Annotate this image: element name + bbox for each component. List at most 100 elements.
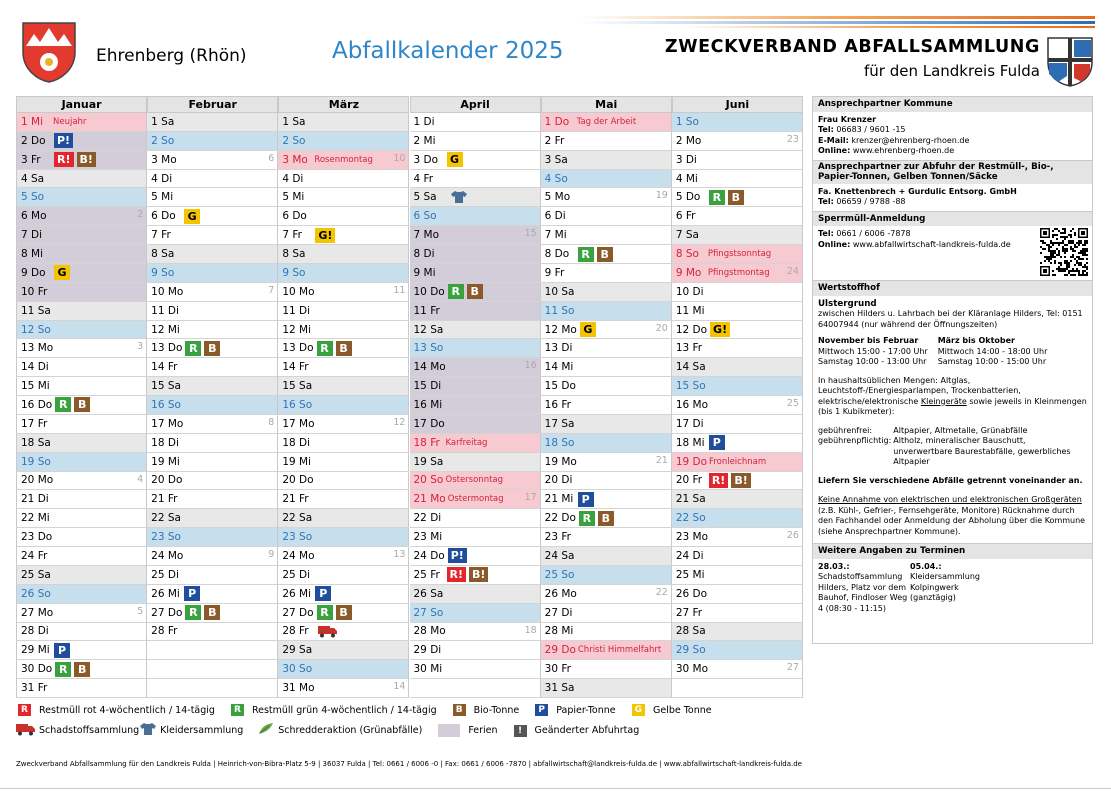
day-label: 9 Fr	[544, 266, 565, 279]
day-cell: 28 Fr	[147, 622, 279, 642]
day-label: 22 Do	[544, 512, 576, 525]
holiday-note: Rosenmontag	[314, 154, 373, 165]
day-label: 1 Di	[413, 115, 435, 128]
badge: R!	[54, 152, 74, 168]
holiday-note: Ostermontag	[447, 494, 504, 505]
day-label: 26 Mi	[282, 587, 312, 600]
badge: R	[316, 340, 333, 356]
day-cell: 3 Di	[671, 150, 803, 170]
day-label: 20 Do	[282, 474, 314, 487]
day-cell: 6 Fr	[671, 207, 803, 227]
day-cell: 2 Mi	[409, 131, 541, 151]
legend-badge: R	[18, 704, 31, 716]
legend-item: Ferien	[436, 722, 498, 739]
day-label: 26 Sa	[413, 587, 444, 600]
badge: B	[74, 661, 91, 677]
day-cell: 9 So	[278, 263, 410, 283]
day-label: 5 Mo	[544, 191, 571, 204]
day-label: 23 Do	[21, 531, 53, 544]
day-label: 5 So	[21, 191, 45, 204]
fees-row: gebührenfrei: Altpapier, Altmetalle, Grün…	[818, 426, 1087, 437]
day-label: 13 Mo	[21, 342, 54, 355]
holiday-note: Pfingstmontag	[707, 267, 770, 278]
day-label: 16 So	[282, 398, 313, 411]
day-cell: 7 Fr	[147, 226, 279, 246]
day-cell	[147, 641, 279, 661]
day-label: 6 Do	[151, 210, 176, 223]
day-label: 8 Di	[413, 248, 435, 261]
day-cell: 10 Di	[671, 282, 803, 302]
day-cell: 15 Sa	[278, 377, 410, 397]
week-number: 26	[786, 530, 799, 542]
day-cell: 22 Di	[409, 509, 541, 529]
day-label: 2 So	[151, 134, 175, 147]
day-label: 31 Mo	[282, 682, 315, 695]
day-cell: 14 Fr	[147, 358, 279, 378]
badge: R	[708, 189, 725, 205]
day-label: 30 Mo	[675, 663, 709, 676]
week-number: 23	[786, 133, 799, 145]
day-cell: 4 Fr	[409, 169, 541, 189]
day-cell: 17 Fr	[16, 414, 148, 434]
day-cell: 18 Fr Karfreitag	[409, 433, 541, 453]
day-label: 19 Mi	[151, 455, 180, 468]
day-label: 4 Di	[282, 172, 304, 185]
section-heading: Weitere Angaben zu Terminen	[813, 543, 1092, 559]
day-label: 16 Fr	[544, 398, 571, 411]
day-cell: 21 Mo Ostermontag 17	[409, 490, 541, 510]
week-number: 3	[137, 341, 144, 353]
day-label: 1 Sa	[282, 115, 306, 128]
day-cell	[147, 660, 279, 680]
day-label: 29 Mi	[21, 644, 50, 657]
week-number: 27	[786, 662, 799, 674]
day-label: 21 Fr	[151, 493, 178, 506]
day-label: 26 Mi	[151, 587, 180, 600]
day-cell: 15 Do	[540, 377, 672, 397]
contact-row: Tel: 06683 / 9601 -15	[818, 125, 1087, 136]
day-label: 17 Fr	[21, 417, 48, 430]
day-label: 3 Mo	[282, 153, 308, 166]
section-body: Frau Krenzer Tel: 06683 / 9601 -15 E-Mai…	[813, 112, 1092, 160]
day-label: 2 So	[282, 134, 306, 147]
badge: R!	[446, 567, 466, 583]
day-label: 22 Sa	[151, 512, 181, 525]
municipality: Ehrenberg (Rhön)	[96, 46, 247, 66]
badge: R	[185, 340, 202, 356]
day-label: 28 Fr	[151, 625, 178, 638]
day-label: 24 Mo	[282, 549, 315, 562]
day-cell: 8 Sa	[278, 245, 410, 264]
day-label: 15 Sa	[282, 380, 313, 393]
week-number: 24	[786, 265, 799, 277]
day-label: 10 Fr	[21, 285, 48, 298]
day-cell: 1 Sa	[147, 113, 279, 132]
day-cell: 5 Do R B	[671, 188, 803, 208]
contact-name: Frau Krenzer	[818, 114, 877, 124]
badge: R	[577, 246, 594, 262]
badge: P!	[447, 548, 467, 564]
legend-badge: R	[230, 704, 244, 716]
day-label: 10 Mo	[282, 285, 315, 298]
day-label: 24 Fr	[21, 549, 48, 562]
day-label: 18 Mi	[675, 436, 705, 449]
week-number: 4	[137, 473, 144, 485]
day-cell: 9 Mo Pfingstmontag 24	[671, 263, 803, 283]
row-label: E-Mail:	[818, 135, 849, 145]
yard-separate: Liefern Sie verschiedene Abfälle getrenn…	[818, 475, 1083, 485]
holiday-note: Ostersonntag	[445, 475, 504, 486]
day-cell: 28 Mo 18	[409, 622, 541, 642]
day-cell: 17 Di	[671, 414, 803, 434]
day-label: 22 Di	[413, 512, 442, 525]
day-cell: 22 Do R B	[540, 509, 672, 529]
day-cell: 3 Fr R! B!	[16, 150, 148, 170]
day-cell: 14 Di	[16, 358, 148, 378]
legend-item: P Papier-Tonne	[533, 704, 616, 716]
badge: B!	[731, 472, 751, 488]
badge: R	[316, 605, 333, 621]
day-label: 27 Di	[544, 606, 573, 619]
day-label: 9 So	[151, 266, 175, 279]
day-label: 28 Di	[21, 625, 49, 638]
day-label: 11 So	[544, 304, 575, 317]
badge: B!	[469, 567, 489, 583]
week-number: 14	[393, 681, 406, 693]
day-label: 25 So	[544, 568, 575, 581]
